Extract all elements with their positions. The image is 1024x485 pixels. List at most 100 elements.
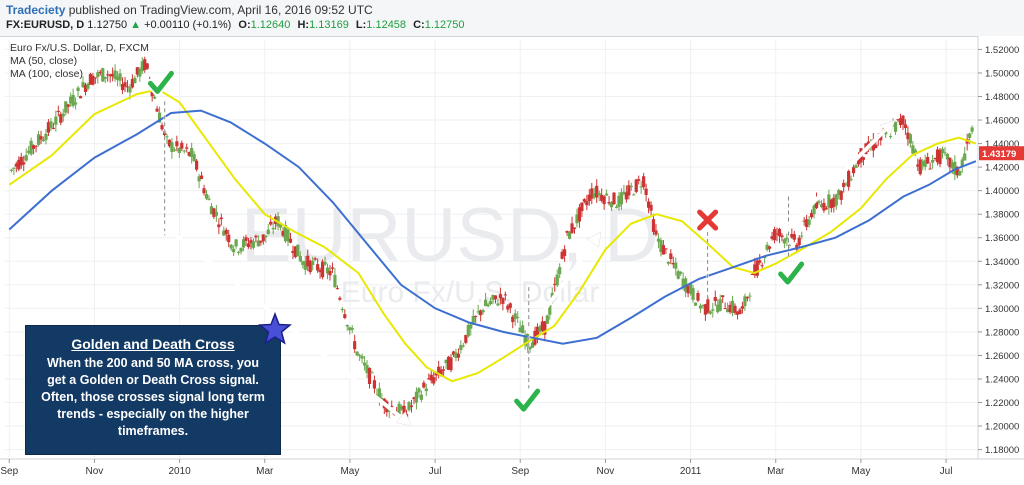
candle — [740, 306, 745, 309]
candle — [278, 222, 283, 228]
candle — [239, 248, 243, 252]
candle — [108, 74, 112, 77]
candle — [654, 230, 658, 235]
candle — [671, 263, 675, 265]
x-tick-label: 2010 — [168, 466, 191, 477]
candle — [558, 267, 562, 275]
candle — [81, 82, 85, 88]
candle — [441, 369, 446, 371]
candle — [607, 201, 611, 204]
legend-ma100[interactable]: MA (100, close) — [10, 68, 83, 80]
ma50-line[interactable] — [8, 88, 977, 383]
candle — [98, 71, 102, 74]
candle — [669, 253, 673, 259]
candle — [293, 246, 298, 258]
candle — [296, 244, 300, 257]
candle — [316, 264, 320, 271]
candle — [592, 193, 596, 198]
time-axis[interactable] — [0, 459, 1024, 480]
candle — [693, 302, 698, 306]
candle — [338, 297, 342, 300]
candle — [281, 230, 285, 236]
candle — [301, 261, 305, 265]
candle — [730, 300, 735, 314]
low-label: L: — [355, 19, 367, 31]
candle — [486, 304, 490, 307]
candle — [856, 157, 861, 165]
candle — [824, 208, 829, 210]
candle — [350, 327, 354, 330]
candle — [646, 201, 651, 208]
candle — [819, 204, 824, 207]
candle — [464, 334, 468, 343]
ma100-line[interactable] — [8, 109, 977, 345]
x-tick-label: May — [851, 466, 870, 477]
candle — [32, 145, 36, 149]
price-axis[interactable] — [978, 36, 1024, 480]
y-tick-label: 1.32000 — [985, 280, 1019, 291]
candle — [735, 311, 740, 315]
candle — [577, 207, 582, 222]
publisher-name[interactable]: Tradeciety — [6, 3, 66, 17]
candle — [696, 293, 700, 301]
candle — [950, 162, 954, 169]
candle — [555, 274, 559, 286]
info-box-line: get a Golden or Death Cross signal. — [47, 373, 259, 387]
candle — [681, 278, 685, 288]
candle — [118, 73, 122, 81]
candle — [903, 124, 908, 129]
candle — [432, 377, 436, 384]
y-tick-label: 1.38000 — [985, 210, 1019, 221]
candle — [753, 264, 757, 276]
candle — [528, 346, 532, 350]
candle — [503, 294, 507, 296]
candle — [439, 369, 443, 376]
candle — [422, 382, 426, 388]
candle — [743, 296, 747, 307]
symbol-label: FX:EURUSD, D — [6, 19, 85, 31]
candle — [770, 236, 774, 239]
candle — [427, 378, 431, 380]
candle — [708, 311, 712, 314]
candle — [106, 74, 110, 76]
candle — [585, 201, 589, 206]
candle — [313, 258, 317, 260]
trend-arrow — [526, 241, 595, 334]
candle — [916, 164, 920, 167]
y-tick-label: 1.46000 — [985, 116, 1019, 127]
candle — [896, 119, 900, 121]
candle — [340, 309, 344, 311]
candle — [397, 403, 401, 416]
candle — [970, 127, 974, 132]
candle — [407, 402, 411, 411]
candle — [530, 342, 535, 348]
candle — [772, 229, 777, 241]
candle — [237, 251, 241, 253]
legend-ma50[interactable]: MA (50, close) — [10, 55, 78, 67]
candle — [424, 388, 428, 392]
candle — [195, 160, 199, 170]
candle — [580, 202, 584, 212]
candle — [582, 199, 586, 202]
cross-icon — [697, 209, 719, 231]
candle — [797, 237, 801, 246]
candle — [488, 301, 493, 304]
candle — [913, 149, 917, 153]
candle — [157, 112, 162, 123]
trend-arrow — [162, 223, 403, 420]
candle — [140, 61, 144, 72]
candle — [345, 325, 349, 327]
candle — [244, 237, 248, 241]
candle — [286, 229, 290, 242]
candle — [491, 294, 495, 300]
candle — [444, 359, 448, 364]
candle — [940, 148, 945, 154]
candle — [172, 149, 176, 151]
candle — [733, 305, 737, 313]
candle — [634, 179, 638, 192]
candle — [676, 271, 680, 279]
candle — [898, 118, 903, 126]
candle — [34, 145, 38, 147]
y-tick-label: 1.44000 — [985, 139, 1019, 150]
candle — [167, 139, 172, 147]
